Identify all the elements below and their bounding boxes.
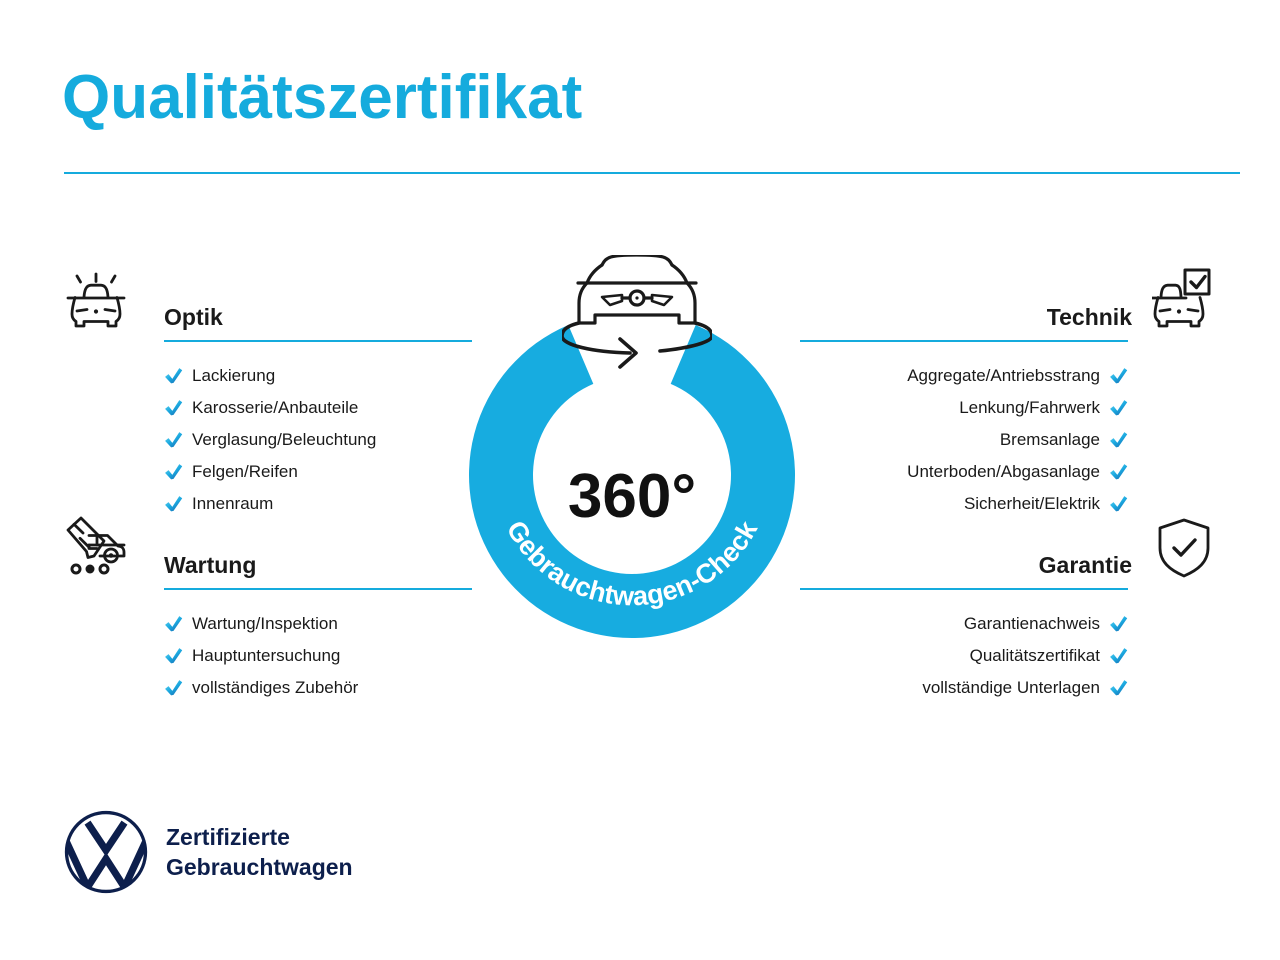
svg-text:360°: 360° xyxy=(568,462,696,531)
